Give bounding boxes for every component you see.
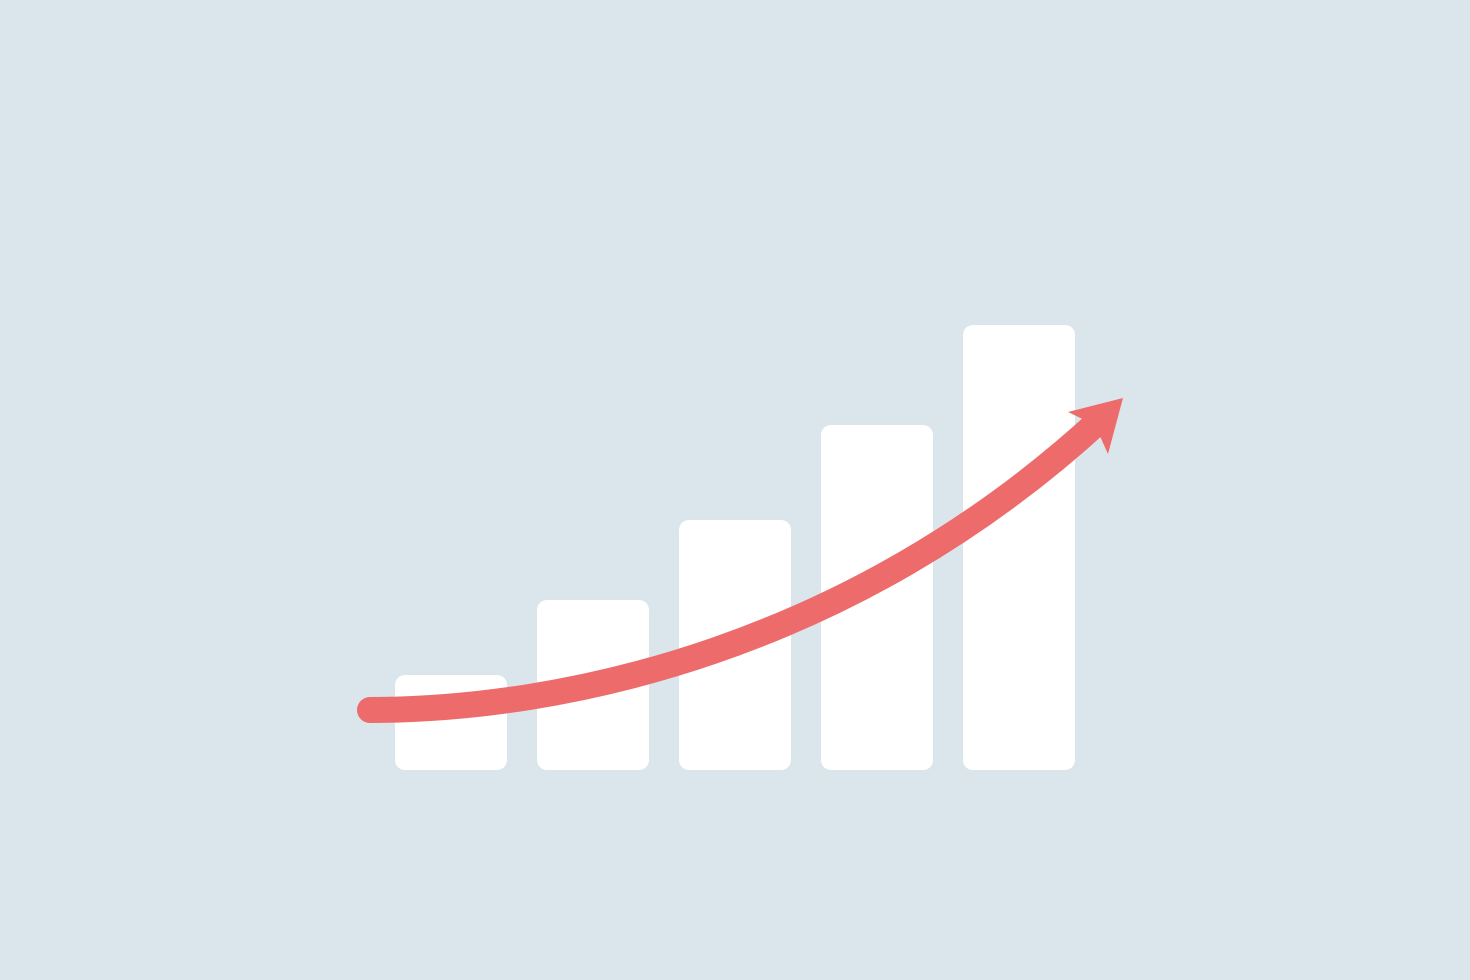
bar-2 (537, 600, 649, 770)
growth-chart (0, 0, 1470, 980)
bar-3 (679, 520, 791, 770)
bar-group (395, 325, 1075, 770)
bar-1 (395, 675, 507, 770)
bar-5 (963, 325, 1075, 770)
bar-4 (821, 425, 933, 770)
